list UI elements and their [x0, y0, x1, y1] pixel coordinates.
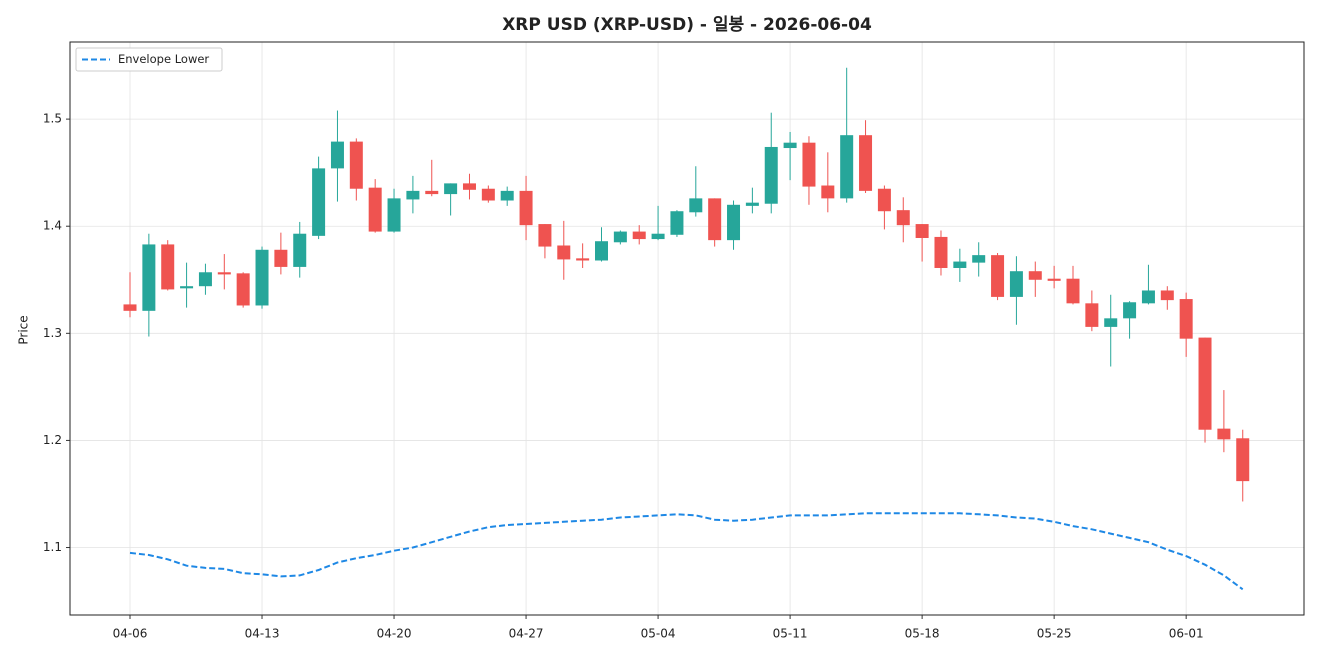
candle-body	[1160, 290, 1174, 301]
candle-body	[1104, 318, 1118, 327]
candle-body	[689, 198, 703, 213]
candle-body	[1198, 337, 1212, 430]
candle-body	[1236, 438, 1250, 482]
y-tick-label: 1.1	[43, 540, 62, 554]
candle-body	[915, 224, 929, 238]
x-tick-label: 05-18	[905, 627, 940, 641]
candle-body	[425, 190, 439, 195]
candle-body	[387, 198, 401, 232]
candle-body	[802, 142, 816, 187]
candle-body	[330, 141, 344, 169]
candle-body	[349, 141, 363, 189]
candle-body	[274, 249, 288, 267]
candle-body	[1066, 278, 1080, 304]
candle-body	[972, 255, 986, 263]
candle-body	[368, 187, 382, 232]
y-tick-label: 1.3	[43, 326, 62, 340]
envelope-line	[129, 512, 1244, 591]
candle-body	[1047, 278, 1061, 281]
y-axis-label: Price	[17, 315, 31, 344]
plot-frame	[69, 41, 1305, 616]
candle-body	[406, 190, 420, 200]
candle-body	[500, 190, 514, 201]
candle-body	[1028, 271, 1042, 280]
candle-body	[745, 202, 759, 206]
candle-body	[217, 272, 231, 275]
x-tick-label: 05-11	[773, 627, 808, 641]
candle-body	[255, 249, 269, 306]
y-tick-label: 1.2	[43, 433, 62, 447]
candle-body	[953, 261, 967, 268]
candle-body	[877, 188, 891, 212]
candle-body	[708, 198, 722, 241]
candle-body	[613, 231, 627, 243]
candle-body	[519, 190, 533, 226]
legend: Envelope Lower	[75, 47, 223, 72]
candle-body	[161, 244, 175, 290]
candle-body	[538, 224, 552, 247]
candle-body	[180, 286, 194, 289]
candle-body	[312, 168, 326, 236]
x-tick-label: 05-04	[641, 627, 676, 641]
candle-body	[934, 236, 948, 268]
candle-body	[727, 204, 741, 241]
candle-body	[595, 241, 608, 261]
candle-body	[481, 188, 495, 201]
candle-body	[198, 272, 212, 287]
x-tick-label: 04-20	[377, 627, 412, 641]
candle-body	[123, 304, 137, 311]
candle-body	[1217, 428, 1231, 440]
candle-body	[896, 210, 910, 226]
candle-body	[991, 255, 1005, 297]
candle-body	[1009, 271, 1023, 297]
candle-body	[632, 231, 646, 240]
x-tick-label: 04-13	[245, 627, 280, 641]
candle-body	[462, 183, 476, 190]
candle-body	[557, 245, 571, 260]
candle-body	[293, 233, 307, 267]
candle-body	[783, 142, 797, 149]
candle-body	[840, 135, 854, 199]
y-tick-label: 1.5	[43, 112, 62, 126]
candle-body	[1123, 302, 1137, 319]
candle-body	[142, 244, 156, 311]
x-tick-label: 04-06	[113, 627, 148, 641]
candle-body	[859, 135, 873, 191]
candle-body	[670, 211, 684, 235]
x-tick-label: 06-01	[1169, 627, 1204, 641]
candle-body	[651, 233, 665, 240]
legend-label: Envelope Lower	[118, 52, 209, 66]
candle-body	[576, 258, 590, 261]
candle-body	[821, 185, 835, 199]
candle-body	[764, 146, 778, 204]
candle-body	[236, 273, 250, 306]
candle-body	[1085, 303, 1099, 327]
candle-body	[444, 183, 458, 195]
y-tick-label: 1.4	[43, 219, 62, 233]
candle-body	[1179, 299, 1193, 339]
x-tick-label: 04-27	[509, 627, 544, 641]
legend-box	[75, 47, 223, 72]
candle-body	[1141, 290, 1155, 304]
chart-title: XRP USD (XRP-USD) - 일봉 - 2026-06-04	[502, 15, 872, 35]
x-tick-label: 05-25	[1037, 627, 1072, 641]
